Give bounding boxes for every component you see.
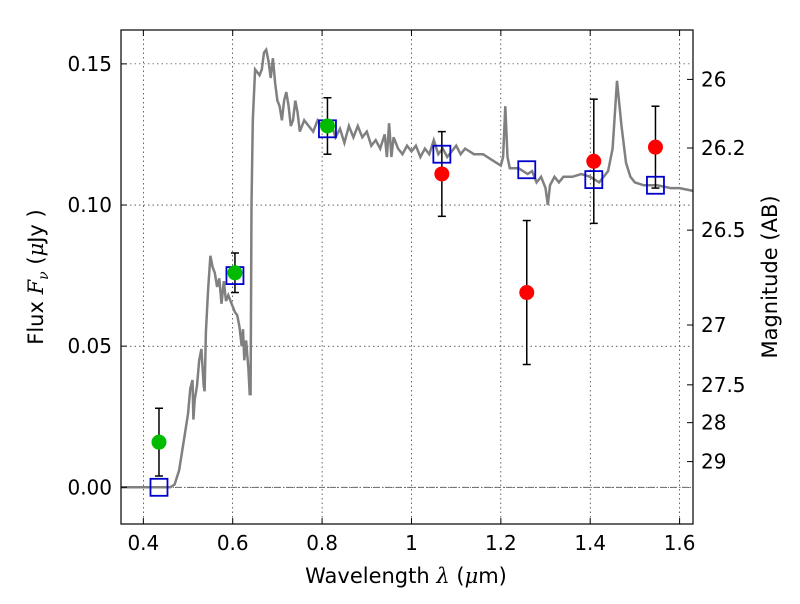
x-tick-label: 1.6 [664,531,696,555]
y2-tick-label: 29 [701,450,726,474]
red-point [586,153,602,169]
model-square [149,477,169,497]
model-square [517,160,537,180]
y2-tick-label: 27 [701,313,726,337]
red-point [434,166,450,182]
y2-tick-label: 28 [701,411,726,435]
x-tick-label: 1.4 [574,531,606,555]
y2-tick-label: 26.5 [701,218,746,242]
y-tick-label: 0.10 [67,193,112,217]
red-point [519,285,535,301]
y2-tick-label: 26.2 [701,136,746,160]
x-tick-label: 0.4 [127,531,159,555]
y2-tick-label: 27.5 [701,373,746,397]
y-axis-label: Flux Fν (μJy ) [24,209,52,344]
x-tick-label: 1.2 [485,531,517,555]
model-square [646,175,665,195]
x-tick-label: 1 [405,531,418,555]
x-tick-label: 0.6 [217,531,249,555]
grid [121,30,693,524]
y-tick-label: 0.05 [67,334,112,358]
ticks: 0.4 0.6 0.8 1 1.2 1.4 1.6 0.00 0.05 0.10 0.15 26 26.… [67,30,746,555]
model-square [432,144,452,164]
model-spectrum-line [121,46,694,489]
model-square [584,170,604,190]
y-tick-label: 0.15 [67,52,112,76]
x-tick-label: 0.8 [306,531,338,555]
plot-frame [120,29,694,525]
data-points [149,96,665,497]
y2-tick-label: 26 [701,67,726,91]
red-point [647,139,663,155]
x-axis-label: Wavelength λ (μm) [305,564,507,588]
y2-axis-label: Magnitude (AB) [758,195,782,358]
green-point [227,265,243,281]
green-point [151,434,167,450]
y-tick-label: 0.00 [67,475,112,499]
green-point [319,118,335,134]
